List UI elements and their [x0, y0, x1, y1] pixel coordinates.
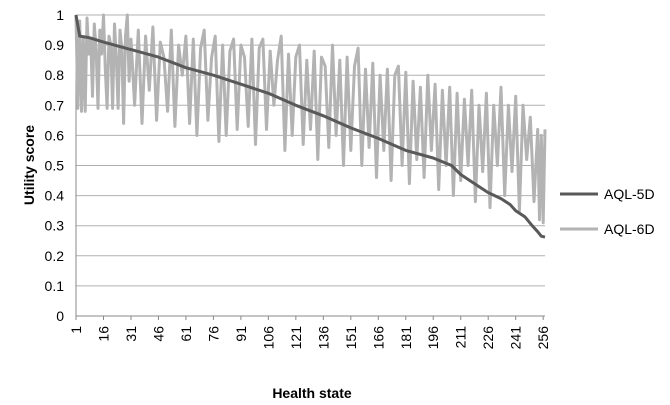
x-tick-label: 181 — [398, 326, 414, 350]
series-line-aql-6d — [74, 13, 547, 225]
y-tick-label: 0.2 — [45, 248, 65, 264]
x-tick-label: 16 — [95, 326, 111, 342]
x-tick-label: 151 — [343, 326, 359, 350]
x-tick-labels: 1 16 31 46 61 76 91 106 121 136 151 166 181 196 211 226… — [68, 326, 551, 350]
y-tick-label: 0.6 — [45, 127, 65, 143]
x-tick-label: 121 — [288, 326, 304, 350]
x-tick-label: 76 — [205, 326, 221, 342]
x-tick-label: 136 — [315, 326, 331, 350]
y-tick-label: 0.5 — [45, 158, 65, 174]
x-axis-title: Health state — [272, 385, 352, 401]
x-tick-label: 226 — [480, 326, 496, 350]
y-tick-labels: 0 0.1 0.2 0.3 0.4 0.5 0.6 0.7 0.8 0.9 1 — [45, 7, 65, 324]
x-tick-label: 91 — [233, 326, 249, 342]
x-tick-label: 61 — [178, 326, 194, 342]
series-lines — [74, 13, 547, 239]
x-tick-label: 166 — [370, 326, 386, 350]
y-tick-label: 0.9 — [45, 37, 65, 53]
y-tick-label: 0.1 — [45, 278, 65, 294]
legend-label: AQL-5D — [604, 186, 655, 202]
y-tick-label: 0.3 — [45, 218, 65, 234]
x-tick-label: 106 — [260, 326, 276, 350]
legend: AQL-5D AQL-6D — [560, 186, 655, 237]
y-tick-label: 0 — [56, 308, 64, 324]
x-tick-label: 211 — [453, 326, 469, 349]
x-tick-label: 46 — [150, 326, 166, 342]
x-tick-label: 196 — [425, 326, 441, 350]
x-tick-label: 241 — [508, 326, 524, 350]
y-tick-label: 1 — [56, 7, 64, 23]
series-line-aql-5d — [74, 14, 546, 239]
legend-label: AQL-6D — [604, 221, 655, 237]
y-tick-label: 0.4 — [45, 188, 65, 204]
x-tick-label: 1 — [68, 326, 84, 334]
x-tick-label: 31 — [123, 326, 139, 342]
y-tick-label: 0.8 — [45, 67, 65, 83]
y-axis-title: Utility score — [21, 125, 37, 205]
x-tick-label: 256 — [535, 326, 551, 350]
y-tick-label: 0.7 — [45, 97, 65, 113]
